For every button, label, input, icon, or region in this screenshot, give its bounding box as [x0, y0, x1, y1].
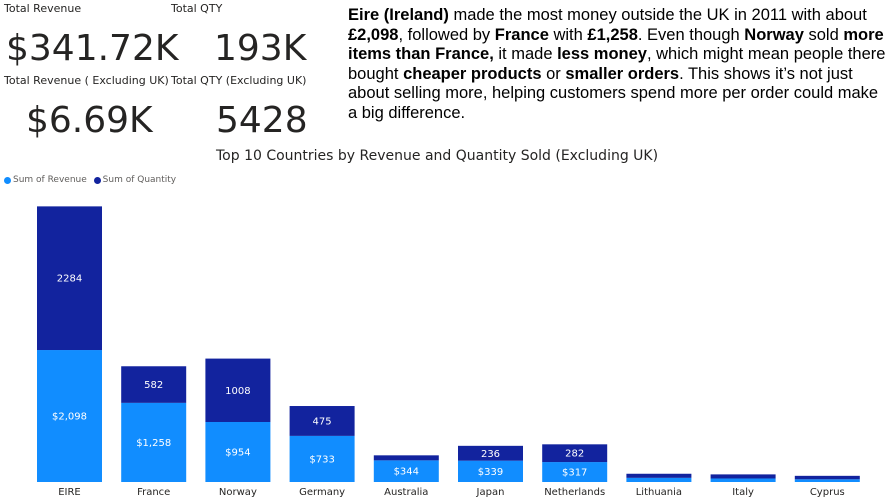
revenue-bar[interactable] [37, 350, 102, 482]
quantity-bar[interactable] [289, 406, 355, 436]
revenue-data-label: $954 [225, 447, 250, 458]
narrative-emphasis: France [494, 25, 549, 44]
revenue-data-label: $733 [309, 454, 334, 465]
narrative-segment: sold [803, 25, 844, 44]
quantity-data-label: 282 [565, 449, 584, 460]
x-tick-label: Australia [384, 487, 428, 498]
narrative-segment: it made [493, 45, 558, 64]
bar-group-norway[interactable]: $954 1008 Norway [205, 358, 271, 498]
bar-group-germany[interactable]: $733 475 Germany [289, 406, 355, 498]
revenue-data-label: $317 [562, 468, 587, 479]
quantity-data-label: 2284 [57, 274, 82, 285]
total-qty-value: 193K [214, 28, 307, 69]
qty-ex-uk-label: Total QTY (Excluding UK) [171, 74, 307, 87]
revenue-bar[interactable] [542, 462, 608, 482]
quantity-bar[interactable] [37, 206, 102, 351]
narrative-emphasis: Norway [744, 25, 804, 44]
total-qty-label: Total QTY [171, 2, 223, 15]
x-tick-label: Italy [732, 487, 754, 498]
narrative-emphasis: smaller orders [565, 64, 680, 83]
quantity-bar[interactable] [542, 444, 608, 463]
revenue-bar[interactable] [205, 421, 271, 482]
revenue-bar[interactable] [794, 479, 860, 482]
revenue-bar[interactable] [289, 435, 355, 482]
bar-group-japan[interactable]: $339 236 Japan [458, 445, 523, 498]
x-tick-label: Cyprus [810, 487, 845, 498]
revenue-data-label: $2,098 [52, 412, 87, 423]
stacked-bar-chart: $2,098 2284 EIRE $1,258 582 France $954 1008 Nor… [37, 206, 860, 498]
legend-item-revenue[interactable]: Sum of Revenue [4, 175, 87, 185]
legend-dot-quantity [93, 176, 101, 184]
chart-title: Top 10 Countries by Revenue and Quantity… [216, 148, 659, 164]
chart-legend: Sum of Revenue Sum of Quantity [4, 175, 180, 187]
narrative-emphasis: less money [557, 45, 647, 64]
narrative-text: Eire (Ireland) made the most money outsi… [348, 6, 888, 124]
narrative-segment: , followed by [398, 25, 495, 44]
quantity-bar[interactable] [626, 473, 692, 478]
revenue-ex-uk-value: $6.69K [26, 100, 153, 141]
narrative-emphasis: Eire (Ireland) [348, 6, 449, 24]
x-tick-label: Lithuania [636, 487, 682, 498]
x-tick-label: EIRE [58, 487, 81, 498]
x-tick-label: Netherlands [544, 487, 605, 498]
quantity-data-label: 236 [481, 449, 500, 460]
total-revenue-label: Total Revenue [4, 2, 82, 15]
quantity-data-label: 475 [313, 416, 332, 427]
revenue-bar[interactable] [710, 478, 776, 482]
quantity-bar[interactable] [373, 455, 439, 461]
revenue-bar[interactable] [373, 460, 439, 482]
narrative-segment: or [541, 64, 566, 83]
bar-group-eire[interactable]: $2,098 2284 EIRE [37, 206, 102, 498]
narrative-segment: made the most money outside the UK in 20… [448, 6, 867, 24]
narrative-emphasis: £1,258 [587, 25, 638, 44]
quantity-bar[interactable] [205, 358, 271, 422]
narrative-segment: . Even though [637, 25, 745, 44]
revenue-data-label: $339 [478, 467, 503, 478]
narrative-segment: , which might mean people there bought [348, 45, 886, 83]
revenue-bar[interactable] [626, 477, 692, 482]
revenue-ex-uk-label: Total Revenue ( Excluding UK) [4, 74, 169, 87]
bar-group-france[interactable]: $1,258 582 France [121, 366, 187, 498]
bar-group-cyprus[interactable]: Cyprus [794, 475, 860, 498]
legend-label-revenue: Sum of Revenue [13, 175, 87, 185]
bar-group-netherlands[interactable]: $317 282 Netherlands [542, 444, 608, 498]
revenue-data-label: $1,258 [136, 438, 171, 449]
quantity-bar[interactable] [794, 475, 860, 480]
legend-label-quantity: Sum of Quantity [102, 175, 177, 185]
narrative-emphasis: cheaper products [403, 64, 542, 83]
bar-group-italy[interactable]: Italy [710, 474, 776, 498]
narrative-segment: with [548, 25, 588, 44]
revenue-data-label: $344 [394, 467, 419, 478]
quantity-bar[interactable] [121, 366, 187, 403]
narrative-emphasis: £2,098 [348, 25, 399, 44]
revenue-bar[interactable] [458, 460, 523, 482]
narrative-emphasis: more items than France, [348, 25, 884, 64]
bar-group-australia[interactable]: $344 Australia [373, 455, 439, 498]
qty-ex-uk-value: 5428 [216, 100, 308, 141]
quantity-bar[interactable] [458, 445, 523, 461]
revenue-bar[interactable] [121, 402, 187, 482]
quantity-bar[interactable] [710, 474, 776, 479]
quantity-data-label: 1008 [225, 386, 250, 397]
legend-item-quantity[interactable]: Sum of Quantity [93, 175, 177, 185]
quantity-data-label: 582 [144, 380, 163, 391]
total-revenue-value: $341.72K [6, 28, 179, 69]
x-tick-label: Norway [219, 487, 257, 498]
x-tick-label: Germany [299, 487, 345, 498]
legend-dot-revenue [4, 176, 11, 184]
bar-group-lithuania[interactable]: Lithuania [626, 473, 692, 498]
x-tick-label: France [137, 487, 170, 498]
x-tick-label: Japan [476, 487, 505, 498]
narrative-segment: . This shows it’s not just about selling… [348, 64, 879, 122]
